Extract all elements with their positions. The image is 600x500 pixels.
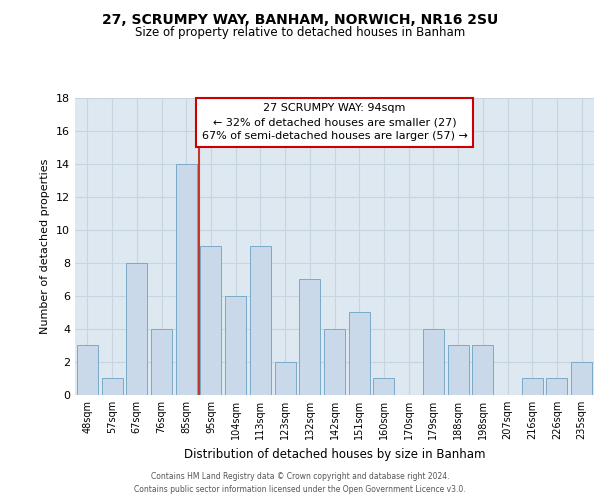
Bar <box>275 362 296 395</box>
Bar <box>324 329 345 395</box>
Bar <box>77 346 98 395</box>
Bar <box>423 329 444 395</box>
Bar <box>176 164 197 395</box>
Bar <box>571 362 592 395</box>
Bar <box>225 296 246 395</box>
Text: 27, SCRUMPY WAY, BANHAM, NORWICH, NR16 2SU: 27, SCRUMPY WAY, BANHAM, NORWICH, NR16 2… <box>102 12 498 26</box>
Bar <box>547 378 568 395</box>
Bar <box>373 378 394 395</box>
Bar <box>101 378 122 395</box>
Bar <box>299 280 320 395</box>
Bar <box>126 263 147 395</box>
Text: 27 SCRUMPY WAY: 94sqm
← 32% of detached houses are smaller (27)
67% of semi-deta: 27 SCRUMPY WAY: 94sqm ← 32% of detached … <box>202 104 467 142</box>
Text: Size of property relative to detached houses in Banham: Size of property relative to detached ho… <box>135 26 465 39</box>
Bar <box>151 329 172 395</box>
Bar <box>472 346 493 395</box>
Bar <box>349 312 370 395</box>
Bar <box>250 246 271 395</box>
X-axis label: Distribution of detached houses by size in Banham: Distribution of detached houses by size … <box>184 448 485 460</box>
Bar <box>448 346 469 395</box>
Bar <box>200 246 221 395</box>
Text: Contains HM Land Registry data © Crown copyright and database right 2024.
Contai: Contains HM Land Registry data © Crown c… <box>134 472 466 494</box>
Bar <box>522 378 543 395</box>
Y-axis label: Number of detached properties: Number of detached properties <box>40 158 50 334</box>
